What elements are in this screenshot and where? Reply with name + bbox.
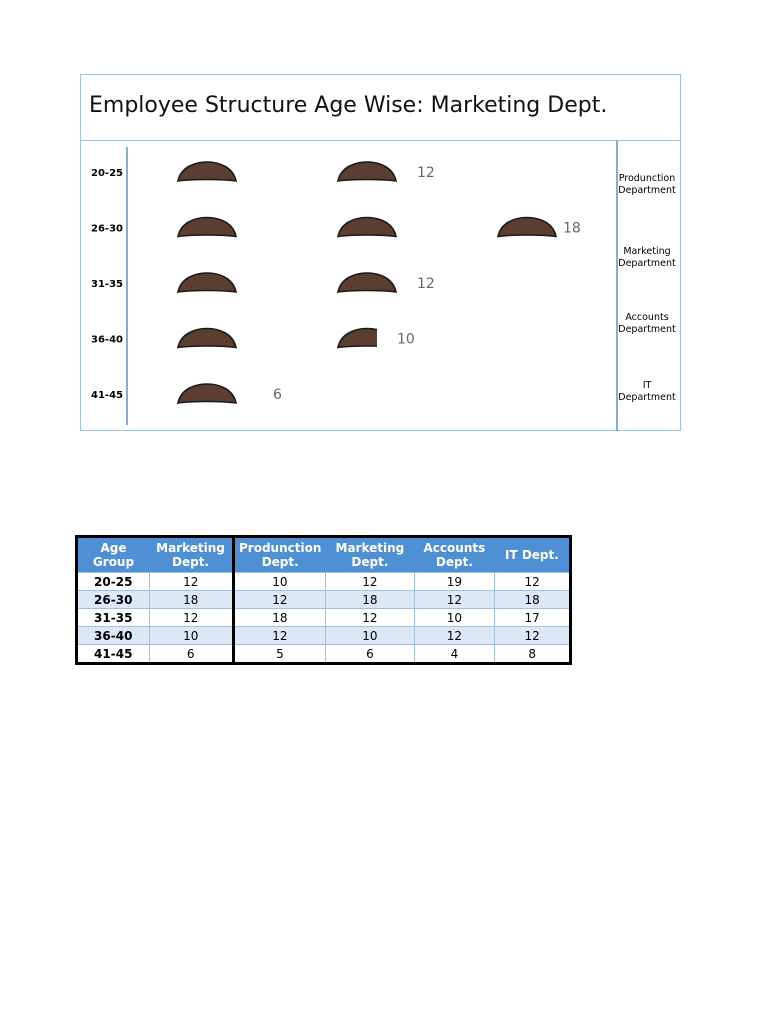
table-cell: 10	[413, 608, 495, 627]
icon-shape	[177, 272, 237, 293]
icon	[177, 383, 237, 404]
icon-shape	[337, 327, 377, 349]
table-body: 20-25 12 10 12 19 12 26-30 18 12 18 12 18 31-35 12 18 1…	[76, 572, 572, 664]
table-cell: 5	[233, 644, 326, 664]
table-cell: 12	[148, 608, 235, 627]
value-label: 10	[397, 332, 415, 348]
category-label: 36-40	[91, 335, 123, 346]
table-cell: 10	[324, 626, 415, 645]
table-cell: 10	[233, 572, 326, 591]
value-label: 12	[417, 276, 435, 292]
category-label: 41-45	[91, 390, 123, 401]
column-header: Age Group	[76, 536, 149, 573]
icon-shape	[337, 161, 397, 182]
table-cell: 31-35	[76, 608, 150, 627]
icon-row	[177, 216, 557, 238]
table-cell: 36-40	[76, 626, 150, 645]
icon	[177, 327, 237, 349]
table-cell: 41-45	[76, 644, 150, 664]
chart-frame	[80, 74, 681, 431]
icon-shape	[337, 272, 397, 293]
column-header: Accounts Dept.	[414, 536, 495, 573]
icon	[337, 272, 397, 293]
icon-row	[177, 272, 397, 293]
table-cell: 12	[233, 590, 326, 609]
icon	[177, 216, 237, 238]
table-cell: 12	[324, 572, 415, 591]
table-cell: 6	[324, 644, 415, 664]
side-label: Produnction Department	[618, 173, 676, 196]
column-header: IT Dept.	[494, 536, 571, 573]
side-label: Accounts Department	[618, 312, 676, 335]
icon-row	[177, 383, 237, 404]
side-label: Marketing Department	[618, 246, 676, 269]
table-cell: 19	[413, 572, 495, 591]
table-cell: 18	[148, 590, 235, 609]
table-row: 31-35 12 18 12 10 17	[76, 608, 572, 627]
column-header: Produnction Dept.	[233, 536, 326, 573]
value-label: 12	[417, 165, 435, 181]
column-header: Marketing Dept.	[149, 536, 235, 573]
icon	[177, 161, 237, 182]
icon	[177, 272, 237, 293]
icon-shape	[177, 383, 237, 404]
icon	[337, 327, 377, 349]
icon-shape	[177, 161, 237, 182]
table-cell: 18	[493, 590, 572, 609]
table-cell: 10	[148, 626, 235, 645]
side-label: IT Department	[618, 380, 676, 403]
table-cell: 12	[148, 572, 235, 591]
category-label: 20-25	[91, 168, 123, 179]
category-label: 31-35	[91, 279, 123, 290]
table-cell: 12	[413, 590, 495, 609]
table-cell: 18	[233, 608, 326, 627]
icon	[337, 216, 397, 238]
value-label: 18	[563, 221, 581, 237]
table-cell: 20-25	[76, 572, 150, 591]
table-cell: 12	[324, 608, 415, 627]
icon	[337, 161, 397, 182]
icon-shape	[177, 327, 237, 349]
table-cell: 6	[148, 644, 235, 664]
data-table: Age Group Marketing Dept. Produnction Dept…	[75, 535, 573, 665]
icon	[497, 216, 557, 238]
table-cell: 8	[493, 644, 572, 664]
icon-shape	[497, 216, 557, 238]
table-cell: 17	[493, 608, 572, 627]
icon-row	[177, 161, 397, 182]
icon-row	[177, 327, 377, 349]
table-cell: 12	[413, 626, 495, 645]
table-row: 41-45 6 5 6 4 8	[76, 644, 572, 664]
table-cell: 4	[413, 644, 495, 664]
column-header: Marketing Dept.	[325, 536, 415, 573]
table-cell: 12	[233, 626, 326, 645]
header-row: Age Group Marketing Dept. Produnction Dept…	[76, 536, 571, 573]
icon-shape	[337, 216, 397, 238]
table-row: 26-30 18 12 18 12 18	[76, 590, 572, 609]
table-cell: 18	[324, 590, 415, 609]
category-label: 26-30	[91, 224, 123, 235]
table-cell: 26-30	[76, 590, 150, 609]
table-cell: 12	[493, 572, 572, 591]
table-cell: 12	[493, 626, 572, 645]
chart: Employee Structure Age Wise: Marketing D…	[80, 74, 681, 431]
chart-title: Employee Structure Age Wise: Marketing D…	[89, 93, 607, 118]
icon-shape	[177, 216, 237, 238]
value-label: 6	[273, 387, 282, 403]
table-row: 36-40 10 12 10 12 12	[76, 626, 572, 645]
table-row: 20-25 12 10 12 19 12	[76, 572, 572, 591]
